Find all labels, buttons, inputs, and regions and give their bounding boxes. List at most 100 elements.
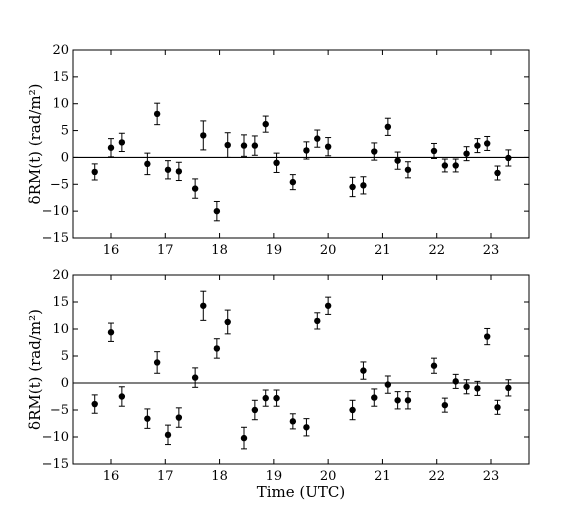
data-point bbox=[191, 185, 199, 192]
data-point bbox=[384, 123, 392, 131]
x-tick-label: 18 bbox=[211, 469, 228, 484]
data-point bbox=[289, 418, 297, 425]
data-point bbox=[494, 169, 501, 177]
data-point bbox=[314, 135, 321, 142]
y-tick-label: 10 bbox=[52, 97, 69, 112]
x-tick-label: 20 bbox=[320, 469, 337, 484]
data-point bbox=[484, 333, 491, 340]
data-point bbox=[91, 168, 98, 176]
data-point bbox=[505, 384, 512, 392]
y-tick-label: 20 bbox=[52, 268, 69, 283]
x-tick-label: 17 bbox=[157, 469, 174, 484]
data-point bbox=[273, 394, 280, 402]
data-point bbox=[118, 393, 126, 400]
y-tick-label: −15 bbox=[42, 231, 69, 246]
data-point bbox=[224, 318, 231, 326]
data-point bbox=[474, 385, 481, 392]
x-tick-label: 16 bbox=[103, 469, 120, 484]
data-point bbox=[251, 142, 259, 149]
x-axis-label: Time (UTC) bbox=[257, 483, 346, 501]
data-point bbox=[349, 183, 356, 191]
data-point bbox=[441, 162, 449, 169]
y-tick-label: 15 bbox=[52, 295, 69, 310]
top-panel: −15 −10 −5 0 5 10 15 20 16 17 18 19 20 21 22 23 δRM(t) (… bbox=[26, 43, 530, 258]
plot-frame bbox=[72, 274, 530, 465]
data-point bbox=[251, 406, 259, 414]
data-point bbox=[213, 345, 221, 352]
data-point bbox=[463, 383, 470, 390]
x-tick-label: 21 bbox=[374, 469, 391, 484]
data-point bbox=[289, 178, 297, 186]
plot-frame bbox=[72, 49, 530, 239]
data-point bbox=[452, 162, 459, 169]
data-point bbox=[484, 140, 491, 147]
data-point bbox=[360, 367, 367, 374]
data-point bbox=[144, 160, 151, 168]
data-point bbox=[441, 401, 449, 409]
bottom-panel: −15 −10 −5 0 5 10 15 20 16 17 18 19 20 21 22 23 δRM(t) (… bbox=[26, 268, 530, 501]
data-point bbox=[349, 406, 356, 414]
data-point bbox=[107, 144, 115, 151]
data-point bbox=[474, 142, 481, 149]
data-point bbox=[494, 404, 501, 411]
y-tick-label: −5 bbox=[50, 403, 69, 418]
data-point bbox=[404, 166, 412, 173]
data-point bbox=[164, 166, 172, 173]
data-point bbox=[371, 394, 378, 401]
y-tick-label: −10 bbox=[42, 430, 69, 445]
data-point bbox=[394, 157, 401, 164]
x-tick-label: 22 bbox=[428, 469, 445, 484]
x-tick-label: 21 bbox=[374, 243, 391, 258]
x-tick-label: 16 bbox=[103, 243, 120, 258]
y-tick-label: −10 bbox=[42, 204, 69, 219]
data-point bbox=[153, 110, 161, 118]
x-tick-label: 22 bbox=[428, 243, 445, 258]
data-point bbox=[200, 302, 207, 309]
x-tick-label: 17 bbox=[157, 243, 174, 258]
x-tick-label: 23 bbox=[483, 469, 500, 484]
data-point bbox=[360, 182, 367, 189]
data-point bbox=[463, 150, 470, 157]
y-axis-label: δRM(t) (rad/m²) bbox=[26, 309, 44, 430]
data-point bbox=[394, 397, 401, 404]
y-axis-label: δRM(t) (rad/m²) bbox=[26, 84, 44, 205]
y-tick-label: −15 bbox=[42, 457, 69, 472]
data-point bbox=[324, 143, 332, 150]
data-point bbox=[91, 400, 98, 408]
y-tick-label: 5 bbox=[61, 349, 69, 364]
data-point bbox=[371, 148, 378, 155]
data-point bbox=[273, 159, 280, 166]
data-point bbox=[240, 142, 248, 149]
data-point bbox=[164, 431, 172, 439]
data-point bbox=[384, 381, 392, 388]
data-point bbox=[303, 424, 310, 431]
data-point bbox=[452, 378, 459, 385]
data-point bbox=[224, 141, 231, 149]
x-tick-label: 19 bbox=[266, 469, 283, 484]
data-point bbox=[505, 154, 512, 162]
y-tick-label: 5 bbox=[61, 124, 69, 139]
data-point bbox=[430, 147, 438, 155]
data-point bbox=[262, 394, 269, 402]
y-tick-label: 20 bbox=[52, 43, 69, 58]
y-tick-label: −5 bbox=[50, 177, 69, 192]
data-point bbox=[213, 207, 221, 215]
data-point bbox=[430, 362, 438, 369]
data-point bbox=[118, 139, 126, 146]
data-point bbox=[175, 168, 183, 175]
data-point bbox=[175, 414, 183, 421]
data-point bbox=[107, 329, 115, 336]
data-point bbox=[200, 132, 207, 139]
data-point bbox=[314, 317, 321, 325]
data-point bbox=[191, 374, 199, 381]
data-point bbox=[303, 147, 310, 154]
x-tick-label: 18 bbox=[211, 243, 228, 258]
data-point bbox=[324, 302, 332, 309]
data-point bbox=[153, 359, 161, 366]
data-point bbox=[404, 397, 412, 404]
data-point bbox=[144, 415, 151, 422]
data-point bbox=[262, 120, 269, 128]
data-point bbox=[240, 434, 248, 442]
y-tick-label: 15 bbox=[52, 70, 69, 85]
